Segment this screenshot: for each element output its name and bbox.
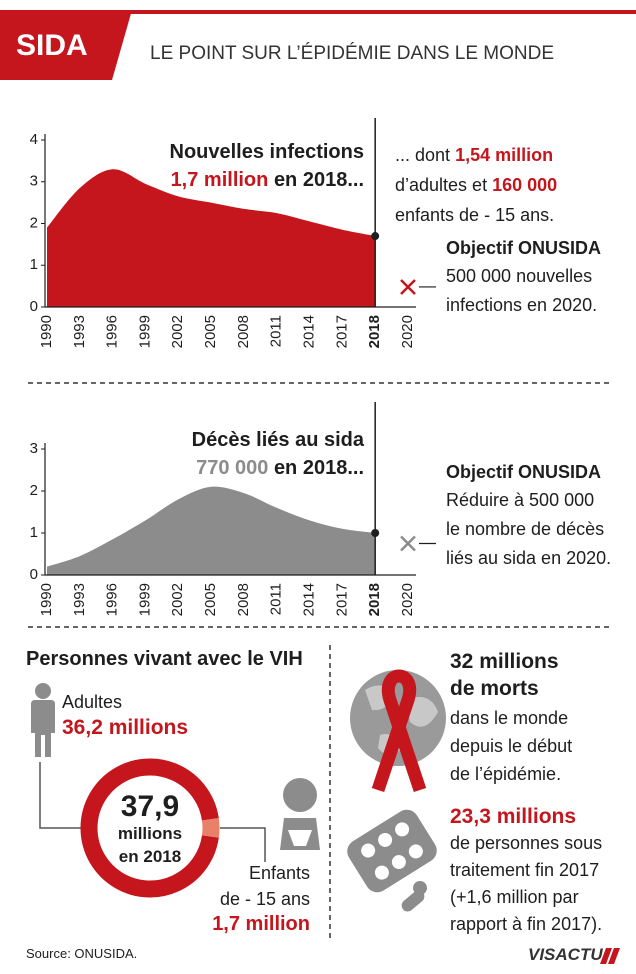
x-tick-label: 2011 <box>268 583 285 615</box>
fact-text: dans le monde depuis le début de l’épidé… <box>450 704 572 788</box>
objective-title: Objectif ONUSIDA <box>446 458 601 486</box>
y-tick-label: 3 <box>30 440 38 457</box>
y-tick-label: 2 <box>30 214 38 231</box>
y-tick-label: 4 <box>30 131 38 148</box>
pills-icon <box>343 805 442 914</box>
x-tick-label: 1990 <box>38 315 55 348</box>
x-tick-label: 2008 <box>235 315 252 348</box>
objective-title: Objectif ONUSIDA <box>446 234 601 262</box>
x-tick-label: 2005 <box>202 583 219 616</box>
x-tick-label: 2002 <box>169 583 186 616</box>
note-text: ... dont <box>395 145 450 165</box>
logo: VISACTU <box>528 944 603 966</box>
subtitle: en 2018... <box>274 457 364 479</box>
x-tick-label: 2002 <box>169 315 186 348</box>
logo-mark <box>600 948 620 964</box>
x-tick-label: 1990 <box>38 583 55 616</box>
x-tick-label: 2017 <box>333 315 350 348</box>
fact-headline: 32 millions de morts <box>450 648 559 702</box>
center-note: millions en 2018 <box>90 822 210 868</box>
child-icon <box>280 778 320 850</box>
connector <box>220 828 265 862</box>
y-tick-label: 3 <box>30 173 38 190</box>
x-tick-label: 1996 <box>104 583 121 616</box>
adult-icon <box>31 683 55 757</box>
x-tick-label: 2005 <box>202 315 219 348</box>
x-tick-label: 1999 <box>136 315 153 348</box>
x-tick-label: 1993 <box>71 315 88 348</box>
x-tick-label: 2008 <box>235 583 252 616</box>
title: Décès liés au sida <box>192 429 364 451</box>
x-tick-label: 1999 <box>136 583 153 616</box>
highlight: 770 000 <box>196 457 268 479</box>
note-text: enfants de - 15 ans. <box>395 205 554 225</box>
x-tick-label: 2018 <box>366 583 383 616</box>
note-figure: 160 000 <box>492 175 557 195</box>
chart-title: Décès liés au sida 770 000 en 2018... <box>192 398 364 482</box>
end-point <box>371 232 379 240</box>
x-tick-label: 2014 <box>301 315 318 348</box>
x-tick-label: 2011 <box>268 315 285 347</box>
source: Source: ONUSIDA. <box>26 945 137 963</box>
x-tick-label: 1996 <box>104 315 121 348</box>
x-tick-label: 2020 <box>399 315 416 348</box>
title: Nouvelles infections <box>170 141 365 163</box>
x-tick-label: 2020 <box>399 583 416 616</box>
fact-headline: 23,3 millions <box>450 803 576 831</box>
y-tick-label: 2 <box>30 482 38 499</box>
note-figure: 1,54 million <box>455 145 553 165</box>
donut-segment <box>210 819 211 836</box>
header-tag: SIDA <box>16 28 88 64</box>
infographic: 0123419901993199619992002200520082011201… <box>0 0 636 974</box>
globe-ribbon-icon <box>350 670 446 790</box>
section-title: Personnes vivant avec le VIH <box>26 645 303 673</box>
y-tick-label: 1 <box>30 256 38 273</box>
fact-text: de personnes sous traitement fin 2017 (+… <box>450 830 602 938</box>
x-tick-label: 2014 <box>301 583 318 616</box>
category: Adultes <box>62 688 122 716</box>
center-label: 37,9 <box>90 790 210 824</box>
x-tick-label: 2017 <box>333 583 350 616</box>
y-tick-label: 0 <box>30 298 38 315</box>
objective: 500 000 nouvelles infections en 2020. <box>446 262 597 320</box>
chart-title: Nouvelles infections 1,7 million en 2018.… <box>170 110 365 194</box>
value-label: 1,7 million <box>212 910 310 938</box>
connector <box>40 762 82 828</box>
value-label: 36,2 millions <box>62 714 188 742</box>
y-tick-label: 0 <box>30 566 38 583</box>
highlight: 1,7 million <box>171 169 269 191</box>
header-title: LE POINT SUR L’ÉPIDÉMIE DANS LE MONDE <box>150 40 554 68</box>
note-text: d’adultes et <box>395 175 487 195</box>
category: Enfants de - 15 ans <box>220 860 310 912</box>
x-tick-label: 1993 <box>71 583 88 616</box>
area <box>47 487 375 575</box>
end-point <box>371 529 379 537</box>
target-marker <box>401 537 415 551</box>
objective: Réduire à 500 000 le nombre de décès lié… <box>446 486 611 573</box>
x-tick-label: 2018 <box>366 315 383 348</box>
subtitle: en 2018... <box>274 169 364 191</box>
note: ... dont 1,54 million d’adultes et 160 00… <box>395 110 557 230</box>
target-marker <box>401 280 415 294</box>
y-tick-label: 1 <box>30 524 38 541</box>
